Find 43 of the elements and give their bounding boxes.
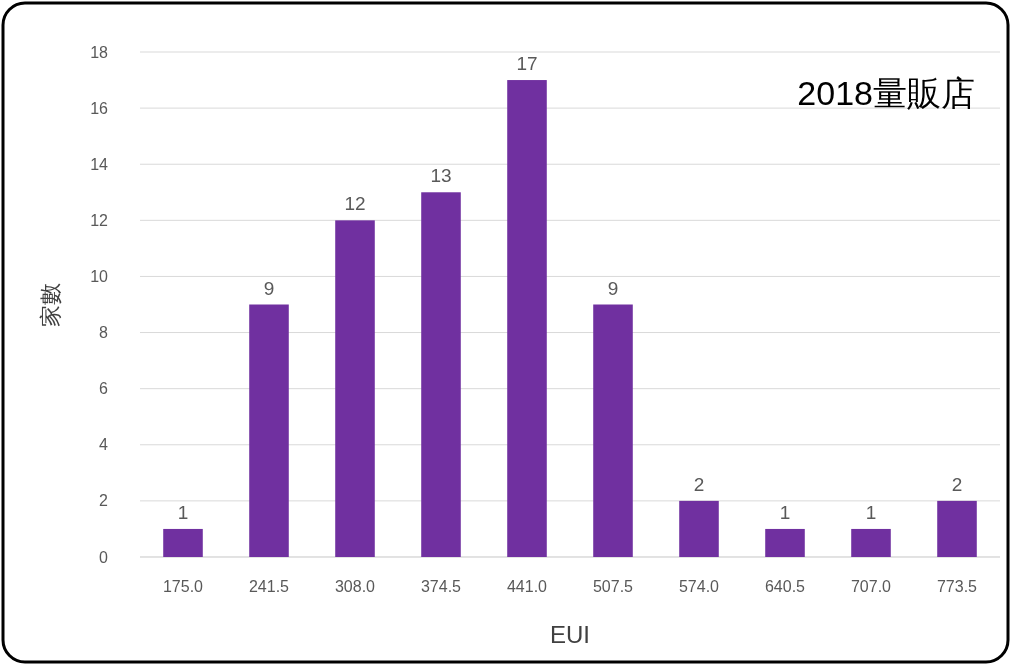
x-tick-label: 773.5	[936, 578, 978, 595]
bar	[249, 304, 289, 557]
bar	[163, 528, 203, 557]
y-tick-label: 8	[99, 324, 109, 342]
bar	[593, 304, 633, 557]
x-axis-title: EUI	[549, 621, 591, 648]
y-tick-label: 4	[99, 436, 109, 454]
bar	[335, 220, 375, 557]
data-label: 1	[779, 501, 791, 523]
y-axis-title: 家數	[38, 282, 63, 327]
x-tick-label: 507.5	[592, 578, 634, 595]
bar	[679, 500, 719, 557]
data-label: 12	[344, 193, 366, 215]
x-tick-label: 707.0	[850, 578, 892, 595]
x-tick-label: 441.0	[506, 578, 548, 595]
bar	[937, 500, 977, 557]
data-label: 13	[430, 165, 452, 187]
y-tick-label: 2	[99, 492, 109, 510]
y-tick-label: 10	[90, 268, 109, 286]
x-tick-label: 374.5	[420, 578, 462, 595]
bar	[851, 528, 891, 557]
y-tick-label: 0	[99, 548, 109, 566]
text: 2018量販店	[797, 74, 975, 112]
bar	[765, 528, 805, 557]
data-label: 2	[693, 473, 705, 495]
y-tick-label: 12	[90, 211, 109, 229]
x-tick-label: 574.0	[678, 578, 720, 595]
y-tick-label: 6	[99, 380, 109, 398]
bar	[507, 80, 547, 557]
x-tick-label: 241.5	[248, 578, 290, 595]
y-tick-label: 16	[90, 99, 109, 117]
x-tick-label: 175.0	[162, 578, 204, 595]
bar	[421, 192, 461, 557]
y-tick-label: 18	[90, 43, 109, 61]
y-tick-label: 14	[90, 155, 109, 173]
data-label: 1	[865, 501, 877, 523]
data-label: 1	[177, 501, 189, 523]
x-tick-label: 308.0	[334, 578, 376, 595]
x-tick-label: 640.5	[764, 578, 806, 595]
data-label: 2	[951, 473, 963, 495]
data-label: 9	[607, 277, 619, 299]
data-label: 17	[516, 53, 538, 75]
data-label: 9	[263, 277, 275, 299]
